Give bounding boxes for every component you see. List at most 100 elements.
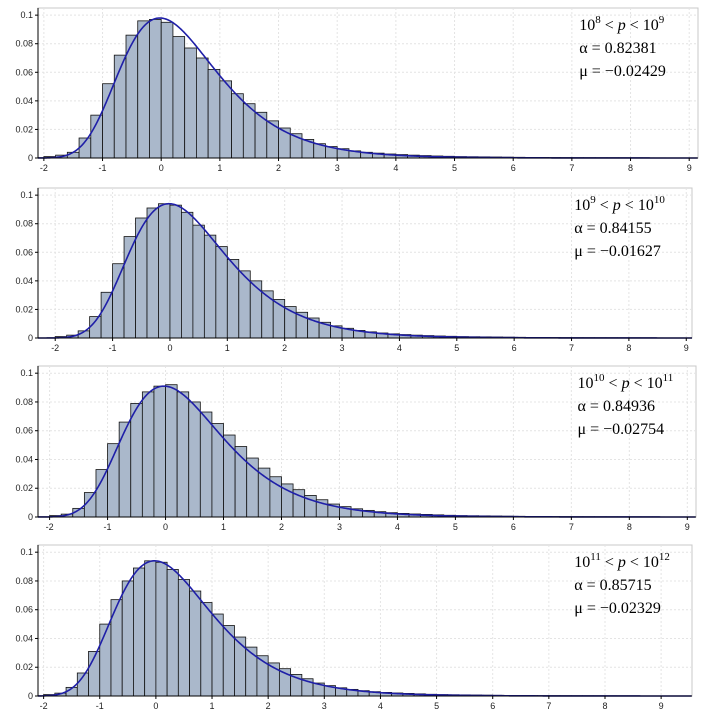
x-tick-label: 7: [569, 343, 574, 353]
x-tick-label: -2: [40, 163, 48, 173]
histogram-bar: [141, 391, 155, 518]
histogram-bar: [188, 401, 201, 518]
y-tick-label: 0.1: [20, 547, 33, 557]
y-tick-label: 0.1: [20, 190, 33, 200]
histogram-bar: [211, 613, 224, 697]
range-annotation: 1010 < p < 1011: [578, 372, 674, 392]
x-tick-label: 1: [225, 343, 230, 353]
x-tick-label: 8: [628, 163, 633, 173]
x-tick-label: 3: [337, 522, 342, 532]
histogram-bar: [118, 421, 132, 518]
y-tick-label: 0.04: [15, 454, 33, 464]
y-tick-label: 0.02: [15, 483, 33, 493]
x-tick-label: 5: [434, 701, 439, 711]
histogram-bar: [95, 469, 108, 518]
histogram-bar: [121, 580, 134, 697]
x-tick-label: 1: [210, 701, 215, 711]
histogram-bar: [189, 590, 202, 697]
histogram-bar: [160, 21, 174, 159]
histogram-bar: [181, 211, 194, 339]
x-tick-label: 9: [685, 522, 690, 532]
histogram-bar: [83, 492, 97, 518]
x-tick-label: 6: [490, 701, 495, 711]
y-tick-label: 0.1: [20, 368, 33, 378]
x-tick-label: 7: [569, 522, 574, 532]
x-tick-label: 2: [279, 522, 284, 532]
histogram-bar: [226, 259, 240, 339]
x-tick-label: -1: [96, 701, 104, 711]
histogram-bar: [272, 299, 286, 339]
y-tick-label: 0.06: [15, 247, 33, 257]
y-tick-label: 0: [28, 153, 33, 163]
x-tick-label: 0: [159, 163, 164, 173]
histogram-bar: [231, 93, 244, 159]
x-tick-label: 3: [335, 163, 340, 173]
x-tick-label: 4: [393, 163, 398, 173]
y-tick-label: 0: [28, 512, 33, 522]
x-tick-label: 3: [322, 701, 327, 711]
y-tick-label: 0.08: [15, 219, 33, 229]
histogram-bar: [269, 476, 282, 518]
y-tick-label: 0.08: [15, 39, 33, 49]
x-tick-label: -2: [40, 701, 48, 711]
x-tick-label: -1: [104, 522, 112, 532]
histogram-bar: [100, 291, 113, 339]
range-annotation: 1011 < p < 1012: [574, 551, 670, 571]
histogram-bar: [99, 623, 112, 697]
histogram-bar: [184, 47, 197, 159]
histogram-bar: [215, 246, 228, 339]
x-tick-label: -1: [109, 343, 117, 353]
mu-annotation: μ = −0.01627: [574, 243, 661, 260]
y-tick-label: 0.08: [15, 576, 33, 586]
histogram-bar: [166, 569, 179, 697]
histogram-bar: [158, 203, 171, 339]
histogram-bar: [223, 434, 236, 518]
x-tick-label: 9: [659, 701, 664, 711]
x-tick-label: 2: [266, 701, 271, 711]
histogram-bar: [200, 602, 213, 697]
histogram-bar: [133, 567, 146, 697]
histogram-bar: [153, 385, 166, 518]
histogram-bar: [219, 80, 233, 159]
x-tick-label: 5: [452, 163, 457, 173]
y-tick-label: 0: [28, 691, 33, 701]
x-tick-label: 3: [340, 343, 345, 353]
y-tick-label: 0.02: [15, 124, 33, 134]
histogram-bar: [261, 290, 274, 339]
x-tick-label: -2: [46, 522, 54, 532]
histogram-bar: [102, 83, 115, 159]
y-tick-label: 0: [28, 333, 33, 343]
histogram-bar: [203, 234, 217, 339]
x-tick-label: 6: [511, 522, 516, 532]
histogram-bar: [176, 391, 190, 518]
histogram-bar: [137, 20, 150, 159]
x-tick-label: -1: [99, 163, 107, 173]
y-tick-label: 0.04: [15, 276, 33, 286]
x-tick-label: 2: [282, 343, 287, 353]
histogram-bar: [112, 263, 125, 339]
y-tick-label: 0.1: [20, 10, 33, 20]
x-tick-label: 0: [163, 522, 168, 532]
x-tick-label: 0: [167, 343, 172, 353]
y-tick-label: 0.08: [15, 397, 33, 407]
x-tick-label: 1: [217, 163, 222, 173]
mu-annotation: μ = −0.02429: [579, 63, 666, 80]
x-tick-label: 4: [378, 701, 383, 711]
histogram-bar: [195, 57, 209, 159]
x-tick-label: 1: [221, 522, 226, 532]
chart-panel-4: -2 -1 0 1 2 3 4 5 6 7 8 9 0 0.02 0.04 0.06 0.08 0.1 1011 <…: [15, 544, 693, 711]
x-tick-label: -2: [51, 343, 59, 353]
histogram-bar: [245, 646, 258, 697]
alpha-annotation: α = 0.85715: [574, 577, 651, 594]
histogram-bar: [172, 36, 186, 159]
x-tick-label: 9: [684, 343, 689, 353]
histogram-bar: [207, 69, 221, 159]
y-tick-label: 0.04: [15, 96, 33, 106]
x-tick-label: 7: [569, 163, 574, 173]
chart-panel-2: -2 -1 0 1 2 3 4 5 6 7 8 9 0 0.02 0.04 0.06 0.08 0.1 109 < …: [15, 187, 693, 353]
histogram-bar: [146, 207, 159, 339]
x-tick-label: 4: [395, 522, 400, 532]
x-tick-label: 2: [276, 163, 281, 173]
histogram-bar: [165, 384, 178, 518]
